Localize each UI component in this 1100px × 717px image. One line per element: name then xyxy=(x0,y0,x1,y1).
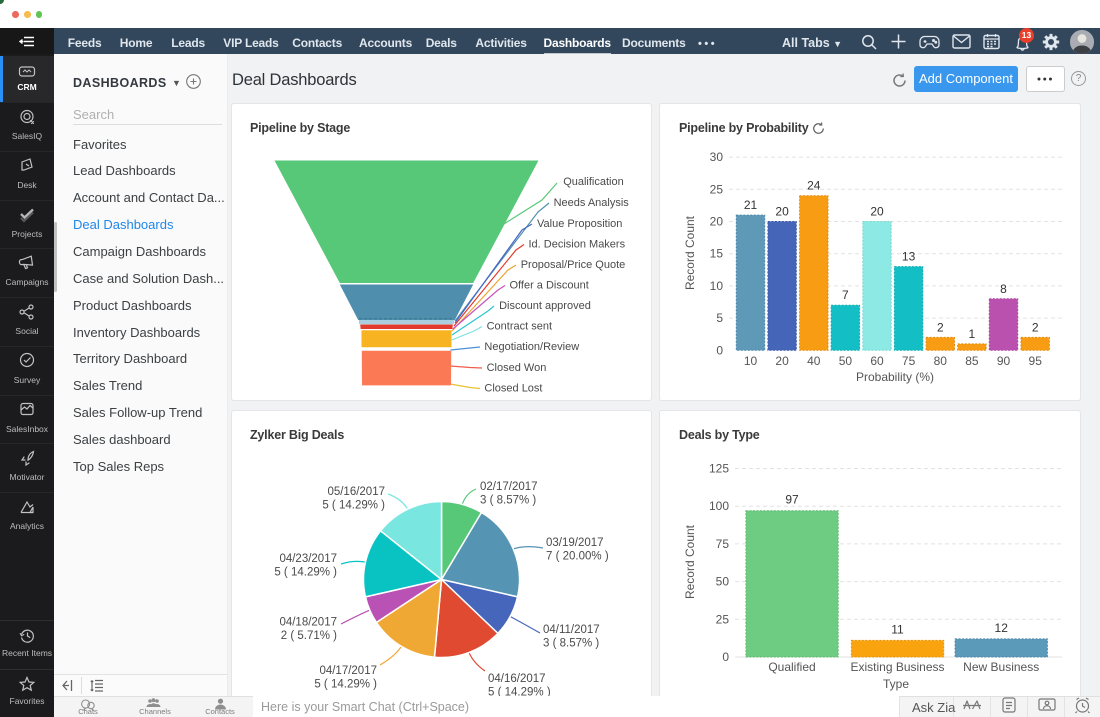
svg-text:20: 20 xyxy=(775,205,789,219)
svg-text:5 ( 14.29% ): 5 ( 14.29% ) xyxy=(488,687,551,699)
svg-text:04/17/2017: 04/17/2017 xyxy=(319,665,377,677)
svg-text:80: 80 xyxy=(934,354,948,368)
svg-text:Existing Business: Existing Business xyxy=(850,660,944,674)
svg-text:Contract sent: Contract sent xyxy=(487,321,552,333)
svg-text:Discount approved: Discount approved xyxy=(499,300,591,312)
svg-text:Closed Lost: Closed Lost xyxy=(484,383,542,395)
svg-text:20: 20 xyxy=(870,205,884,219)
svg-text:2: 2 xyxy=(937,320,944,334)
svg-text:05/16/2017: 05/16/2017 xyxy=(327,486,385,498)
svg-text:Value Proposition: Value Proposition xyxy=(537,218,622,230)
svg-text:50: 50 xyxy=(839,354,853,368)
svg-text:Closed Won: Closed Won xyxy=(487,362,547,374)
svg-text:Record Count: Record Count xyxy=(683,524,697,599)
svg-text:Record Count: Record Count xyxy=(683,215,697,290)
svg-text:13: 13 xyxy=(902,250,916,264)
svg-text:7: 7 xyxy=(842,288,849,302)
svg-text:04/11/2017: 04/11/2017 xyxy=(543,624,600,636)
svg-text:3 ( 8.57% ): 3 ( 8.57% ) xyxy=(480,495,536,507)
svg-text:12: 12 xyxy=(995,621,1009,635)
svg-text:15: 15 xyxy=(710,247,724,261)
svg-text:Type: Type xyxy=(883,677,909,691)
svg-text:Probability (%): Probability (%) xyxy=(856,370,934,384)
svg-text:Id. Decision Makers: Id. Decision Makers xyxy=(529,239,626,251)
svg-text:90: 90 xyxy=(997,354,1011,368)
svg-text:85: 85 xyxy=(965,354,979,368)
svg-text:75: 75 xyxy=(716,537,730,551)
svg-text:60: 60 xyxy=(870,354,884,368)
svg-text:97: 97 xyxy=(785,493,799,507)
svg-text:04/16/2017: 04/16/2017 xyxy=(488,673,546,685)
svg-text:04/18/2017: 04/18/2017 xyxy=(279,617,337,629)
svg-text:Qualified: Qualified xyxy=(768,660,815,674)
svg-text:2: 2 xyxy=(1032,320,1039,334)
svg-text:Needs Analysis: Needs Analysis xyxy=(554,197,630,209)
svg-text:Negotiation/Review: Negotiation/Review xyxy=(484,341,579,353)
svg-text:20: 20 xyxy=(775,354,789,368)
svg-text:02/17/2017: 02/17/2017 xyxy=(480,481,538,493)
svg-text:125: 125 xyxy=(709,462,729,476)
svg-text:Proposal/Price Quote: Proposal/Price Quote xyxy=(521,259,626,271)
svg-text:20: 20 xyxy=(710,215,724,229)
svg-text:0: 0 xyxy=(716,343,723,357)
svg-text:10: 10 xyxy=(710,279,724,293)
svg-text:04/23/2017: 04/23/2017 xyxy=(279,553,337,565)
svg-text:50: 50 xyxy=(716,575,730,589)
svg-text:100: 100 xyxy=(709,499,729,513)
svg-text:5 ( 14.29% ): 5 ( 14.29% ) xyxy=(274,567,337,579)
svg-text:24: 24 xyxy=(807,179,821,193)
svg-text:30: 30 xyxy=(710,150,724,164)
svg-text:03/19/2017: 03/19/2017 xyxy=(546,537,604,549)
svg-text:21: 21 xyxy=(744,198,758,212)
svg-text:0: 0 xyxy=(722,650,729,664)
svg-text:1: 1 xyxy=(969,327,976,341)
svg-text:5 ( 14.29% ): 5 ( 14.29% ) xyxy=(322,500,385,512)
svg-text:25: 25 xyxy=(716,612,730,626)
svg-text:3 ( 8.57% ): 3 ( 8.57% ) xyxy=(543,638,599,650)
svg-text:25: 25 xyxy=(710,182,724,196)
svg-text:10: 10 xyxy=(744,354,758,368)
svg-text:40: 40 xyxy=(807,354,821,368)
svg-text:8: 8 xyxy=(1000,282,1007,296)
svg-text:5 ( 14.29% ): 5 ( 14.29% ) xyxy=(314,679,377,691)
svg-text:New Business: New Business xyxy=(963,660,1039,674)
svg-text:95: 95 xyxy=(1029,354,1043,368)
svg-text:Offer a Discount: Offer a Discount xyxy=(510,280,589,292)
svg-text:5: 5 xyxy=(716,311,723,325)
svg-text:11: 11 xyxy=(891,622,904,636)
svg-text:2 ( 5.71% ): 2 ( 5.71% ) xyxy=(281,630,337,642)
svg-text:Qualification: Qualification xyxy=(563,176,624,188)
svg-text:75: 75 xyxy=(902,354,916,368)
svg-text:7 ( 20.00% ): 7 ( 20.00% ) xyxy=(546,551,609,563)
